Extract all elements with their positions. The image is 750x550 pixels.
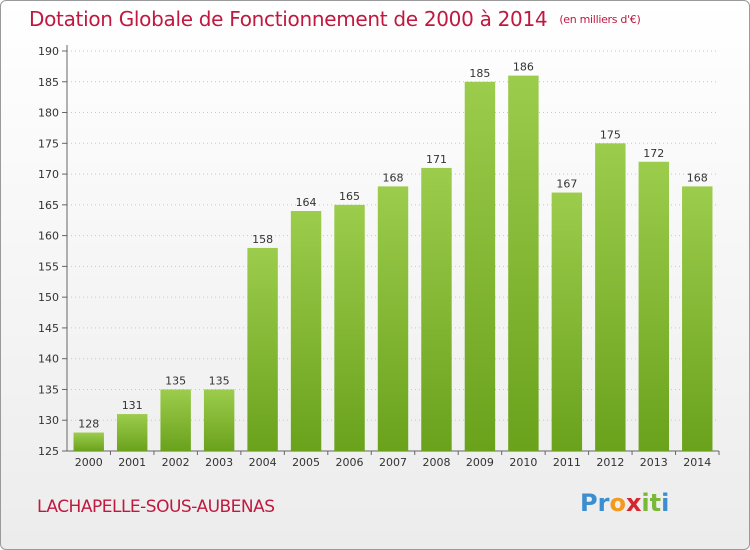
y-tick-label: 125 <box>38 445 59 458</box>
bar-2012 <box>595 143 626 452</box>
x-tick-label-2007: 2007 <box>379 456 407 469</box>
x-tick-label-2000: 2000 <box>75 456 103 469</box>
bar-2003 <box>203 389 235 451</box>
bar-2005 <box>290 211 322 451</box>
data-label-2008: 171 <box>426 153 447 166</box>
y-tick-label: 180 <box>38 107 59 120</box>
bar-2014 <box>682 186 713 451</box>
logo-letter: t <box>649 489 662 517</box>
y-tick-label: 185 <box>38 76 59 89</box>
axes: 1251301351401451501551601651701751801851… <box>38 45 720 469</box>
data-label-2014: 168 <box>687 171 708 184</box>
bar-2008 <box>421 167 452 451</box>
x-tick-label-2004: 2004 <box>249 456 277 469</box>
x-tick-label-2014: 2014 <box>683 456 711 469</box>
bar-2001 <box>116 414 148 451</box>
x-tick-label-2006: 2006 <box>336 456 364 469</box>
logo-letter: x <box>625 489 642 517</box>
y-tick-label: 130 <box>38 414 59 427</box>
y-tick-label: 140 <box>38 353 59 366</box>
bar-2007 <box>377 186 409 451</box>
data-label-2001: 131 <box>122 399 143 412</box>
data-label-2013: 172 <box>643 147 664 160</box>
bar-2004 <box>247 247 278 451</box>
data-label-2000: 128 <box>78 418 99 431</box>
data-label-2002: 135 <box>165 374 186 387</box>
x-tick-label-2009: 2009 <box>466 456 494 469</box>
x-tick-label-2011: 2011 <box>553 456 581 469</box>
y-tick-label: 150 <box>38 291 59 304</box>
logo-letter: i <box>641 489 650 517</box>
data-label-2005: 164 <box>296 196 317 209</box>
bar-2010 <box>508 75 539 451</box>
x-tick-label-2002: 2002 <box>162 456 190 469</box>
bar-2013 <box>638 161 670 451</box>
x-tick-label-2005: 2005 <box>292 456 320 469</box>
data-label-2012: 175 <box>600 128 621 141</box>
y-tick-label: 135 <box>38 383 59 396</box>
data-labels: 128 131 135 135 158 164 165 168 171 185 186 167 175 1… <box>78 61 708 431</box>
y-tick-label: 155 <box>38 260 59 273</box>
title-text: Dotation Globale de Fonctionnement de 20… <box>29 7 548 31</box>
y-tick-label: 190 <box>38 45 59 58</box>
data-label-2007: 168 <box>383 171 404 184</box>
commune-name: LACHAPELLE-SOUS-AUBENAS <box>37 497 275 517</box>
x-tick-label-2008: 2008 <box>422 456 450 469</box>
chart-title: Dotation Globale de Fonctionnement de 20… <box>29 7 641 31</box>
chart-subtitle: (en milliers d'€) <box>559 13 641 26</box>
logo-letter: o <box>609 489 626 517</box>
bar-2000 <box>73 432 104 451</box>
x-tick-label-2010: 2010 <box>509 456 537 469</box>
data-label-2004: 158 <box>252 233 273 246</box>
x-tick-label-2001: 2001 <box>118 456 146 469</box>
y-tick-label: 175 <box>38 137 59 150</box>
bars <box>73 75 713 452</box>
logo-letter: P <box>580 489 598 517</box>
data-label-2010: 186 <box>513 61 534 74</box>
bar-2011 <box>551 192 583 452</box>
x-tick-label-2003: 2003 <box>205 456 233 469</box>
proxiti-logo: Proxiti <box>580 489 669 517</box>
data-label-2011: 167 <box>556 178 577 191</box>
data-label-2006: 165 <box>339 190 360 203</box>
y-tick-label: 145 <box>38 322 59 335</box>
x-tick-label-2013: 2013 <box>640 456 668 469</box>
logo-letter: r <box>597 489 610 517</box>
y-tick-label: 170 <box>38 168 59 181</box>
y-tick-label: 160 <box>38 230 59 243</box>
y-tick-label: 165 <box>38 199 59 212</box>
bar-2009 <box>464 81 496 452</box>
data-label-2009: 185 <box>469 67 490 80</box>
bar-2002 <box>160 389 191 451</box>
x-tick-label-2012: 2012 <box>596 456 624 469</box>
bar-2006 <box>334 204 365 451</box>
data-label-2003: 135 <box>209 374 230 387</box>
logo-letter: i <box>661 489 670 517</box>
